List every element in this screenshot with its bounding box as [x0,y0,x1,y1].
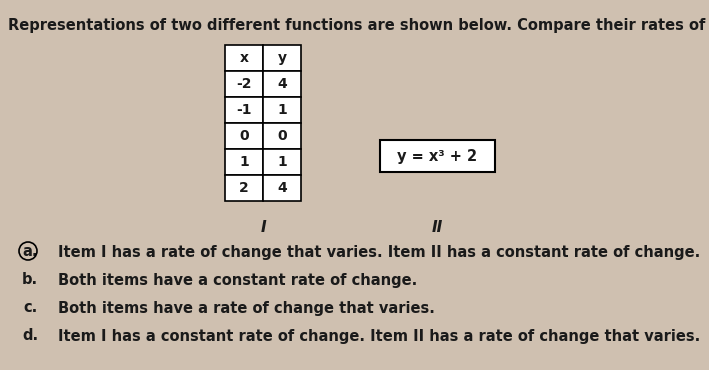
Text: Both items have a constant rate of change.: Both items have a constant rate of chang… [58,272,418,287]
Bar [263,97,301,123]
Bar [225,97,263,123]
Text: b.: b. [22,272,38,287]
Bar [263,45,301,71]
Bar [225,175,263,201]
Text: -2: -2 [236,77,252,91]
Text: 2: 2 [239,181,249,195]
Text: Item I has a constant rate of change. Item II has a rate of change that varies.: Item I has a constant rate of change. It… [58,329,700,343]
Bar [263,175,301,201]
Text: y: y [277,51,286,65]
Text: Both items have a rate of change that varies.: Both items have a rate of change that va… [58,300,435,316]
Bar [225,45,263,71]
Bar [225,149,263,175]
Bar [263,71,301,97]
Text: y = x³ + 2: y = x³ + 2 [398,148,478,164]
Text: a.: a. [22,245,38,259]
Text: Representations of two different functions are shown below. Compare their rates : Representations of two different functio… [8,18,709,33]
Bar [225,123,263,149]
Text: d.: d. [22,329,38,343]
Text: 4: 4 [277,181,287,195]
Bar [263,149,301,175]
Text: Item I has a rate of change that varies. Item II has a constant rate of change.: Item I has a rate of change that varies.… [58,245,700,259]
Text: 1: 1 [239,155,249,169]
Bar [263,123,301,149]
Text: -1: -1 [236,103,252,117]
Text: x: x [240,51,248,65]
Text: c.: c. [23,300,37,316]
Text: 0: 0 [239,129,249,143]
Text: 0: 0 [277,129,287,143]
Bar [225,71,263,97]
Bar [380,140,495,172]
Text: 1: 1 [277,155,287,169]
Text: I: I [260,221,266,235]
Text: 4: 4 [277,77,287,91]
Text: 1: 1 [277,103,287,117]
Text: II: II [432,221,443,235]
